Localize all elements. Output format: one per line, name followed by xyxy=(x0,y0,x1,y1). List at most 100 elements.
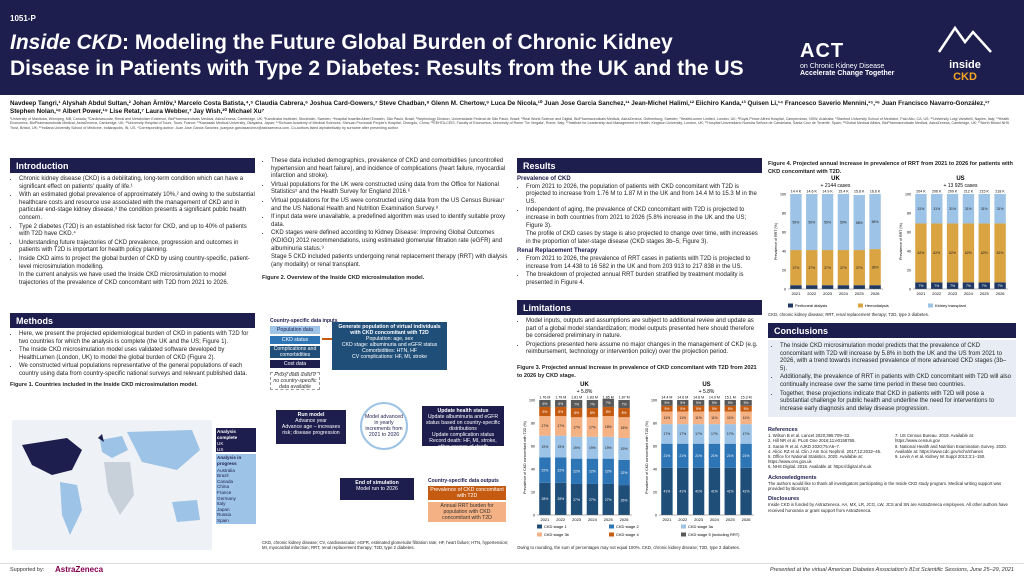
bar-segment xyxy=(740,467,752,515)
bar-segment xyxy=(931,223,943,283)
chart-subtitle: + 13 925 cases xyxy=(943,183,978,189)
affiliations: ¹University of Manitoba, Winnipeg, MB, C… xyxy=(10,117,1010,130)
bar-segment xyxy=(618,437,630,460)
x-tick-label: 2023 xyxy=(948,291,958,296)
figure2-caption: Figure 2. Overview of the Inside CKD mic… xyxy=(262,275,425,282)
bar-segment xyxy=(539,457,551,483)
bar-segment xyxy=(708,424,721,444)
input-complications-box: Complications and comorbidities xyxy=(270,346,320,358)
x-tick-label: 2021 xyxy=(916,291,926,296)
y-tick-label: 20 xyxy=(907,269,911,273)
bar-data-label: 5% xyxy=(744,401,749,405)
chart-title: UK xyxy=(580,382,589,388)
legend-swatch xyxy=(681,532,686,537)
author-block: Navdeep Tangri,¹ Alyshah Abdul Sultan,² … xyxy=(10,100,1014,130)
outputs-label: Country-specific data outputs xyxy=(428,478,499,484)
act-logo: ACT on Chronic Kidney Disease Accelerate… xyxy=(800,40,910,77)
bar-segment xyxy=(586,417,599,437)
bar-segment xyxy=(869,249,881,286)
rrt-subheading: Renal Replacement Therapy xyxy=(517,248,598,255)
map-africa xyxy=(104,462,134,515)
bar-data-label: 17% xyxy=(711,432,718,436)
map-europe xyxy=(100,436,128,458)
bar-segment xyxy=(853,285,865,289)
bar-data-label: 6% xyxy=(542,402,547,406)
bar-segment xyxy=(740,424,752,444)
bar-segment xyxy=(821,250,834,286)
bar-data-label: 58% xyxy=(856,221,863,225)
legend-progress-title: Analysis in progress xyxy=(216,454,256,468)
bar-data-label: 21% xyxy=(679,454,686,458)
update-line: Update albuminuria and eGFR status based… xyxy=(425,414,501,432)
results-bullet: The breakdown of projected annual RRT bu… xyxy=(526,272,762,287)
generate-line: CV complications: HF, MI, stroke xyxy=(352,354,427,360)
bar-data-label: 27% xyxy=(605,498,612,502)
poster-id: 1051-P xyxy=(10,14,36,23)
bar-segment xyxy=(692,443,705,468)
bar-data-label: 5% xyxy=(712,407,717,411)
bar-segment xyxy=(821,285,834,289)
ckd-logo-text: CKD xyxy=(953,71,977,83)
y-tick-label: 40 xyxy=(782,250,786,254)
bar-data-label: 7% xyxy=(606,401,611,405)
end-simulation-box: End of simulation Model run to 2026 xyxy=(340,478,414,500)
y-tick-label: 100 xyxy=(905,193,911,197)
bar-data-label: 37% xyxy=(840,266,847,270)
bar-data-label: 7% xyxy=(934,284,939,288)
x-tick-label: 2022 xyxy=(932,291,942,296)
generate-title: Generate population of virtual individua… xyxy=(338,324,441,336)
bar-data-label: 17% xyxy=(743,432,750,436)
legend-complete-title: Analysis complete xyxy=(216,428,256,442)
bar-data-label: 59% xyxy=(824,220,831,224)
limitations-bullet: Model inputs, outputs and assumptions ar… xyxy=(526,318,762,341)
legend-country: France xyxy=(217,489,232,495)
proxy-data-box: Proxy data used if no country-specific d… xyxy=(270,372,320,390)
disclosures-text: Inside CKD is funded by AstraZeneca. AA,… xyxy=(768,502,1008,513)
bar-segment xyxy=(539,416,551,436)
bar-total-label: 206 K xyxy=(932,190,942,194)
bar-segment xyxy=(677,400,689,406)
bar-segment xyxy=(708,400,721,406)
bar-segment xyxy=(618,408,630,418)
conclusions-bullet: The Inside CKD microsimulation model pre… xyxy=(780,343,1013,373)
input-ckd-status-box: CKD status xyxy=(270,336,320,344)
update-title: Update health status xyxy=(437,408,489,414)
legend-label: CKD stage 2 xyxy=(616,524,639,529)
intro-bullet: Chronic kidney disease (CKD) is a debili… xyxy=(19,176,255,191)
bar-data-label: 17% xyxy=(573,425,580,429)
bar-segment xyxy=(555,435,567,458)
bar-data-label: 5% xyxy=(696,407,701,411)
bar-data-label: 21% xyxy=(664,454,671,458)
bar-total-label: 1.83 M xyxy=(587,396,598,400)
bar-segment xyxy=(586,458,599,484)
x-tick-label: 2024 xyxy=(964,291,974,296)
x-tick-label: 2026 xyxy=(742,517,752,522)
bar-segment xyxy=(555,406,567,417)
figure3-caption: Figure 3. Projected annual increase in p… xyxy=(517,365,757,379)
bar-data-label: 8% xyxy=(558,410,563,414)
bar-segment xyxy=(724,400,736,406)
y-tick-label: 80 xyxy=(782,212,786,216)
bar-segment xyxy=(586,400,599,409)
bar-segment xyxy=(724,424,736,444)
figure3-footnote: Owing to rounding, the sum of percentage… xyxy=(517,545,741,550)
bar-data-label: 17% xyxy=(695,432,702,436)
bar-data-label: 41% xyxy=(727,490,734,494)
bar-segment xyxy=(724,467,736,515)
x-tick-label: 2023 xyxy=(823,291,833,296)
bar-data-label: 59% xyxy=(840,220,847,224)
bar-data-label: 17% xyxy=(727,432,734,436)
x-tick-label: 2025 xyxy=(855,291,865,296)
intro-bullet: Type 2 diabetes (T2D) is an established … xyxy=(19,224,255,239)
bar-data-label: 19% xyxy=(589,446,596,450)
y-axis-label: Prevalence of CKD concomitant with T2D (… xyxy=(645,421,649,494)
bar-data-label: 5% xyxy=(680,407,685,411)
bar-total-label: 15.1 M xyxy=(725,396,736,400)
x-tick-label: 2022 xyxy=(807,291,817,296)
bar-segment xyxy=(946,194,959,224)
limitations-body: Model inputs, outputs and assumptions ar… xyxy=(517,318,762,358)
bar-segment xyxy=(790,285,802,289)
bar-data-label: 5% xyxy=(728,401,733,405)
y-axis-label: Prevalence of RRT (%) xyxy=(774,223,778,260)
inside-ckd-logo: inside CKD xyxy=(925,24,1005,83)
